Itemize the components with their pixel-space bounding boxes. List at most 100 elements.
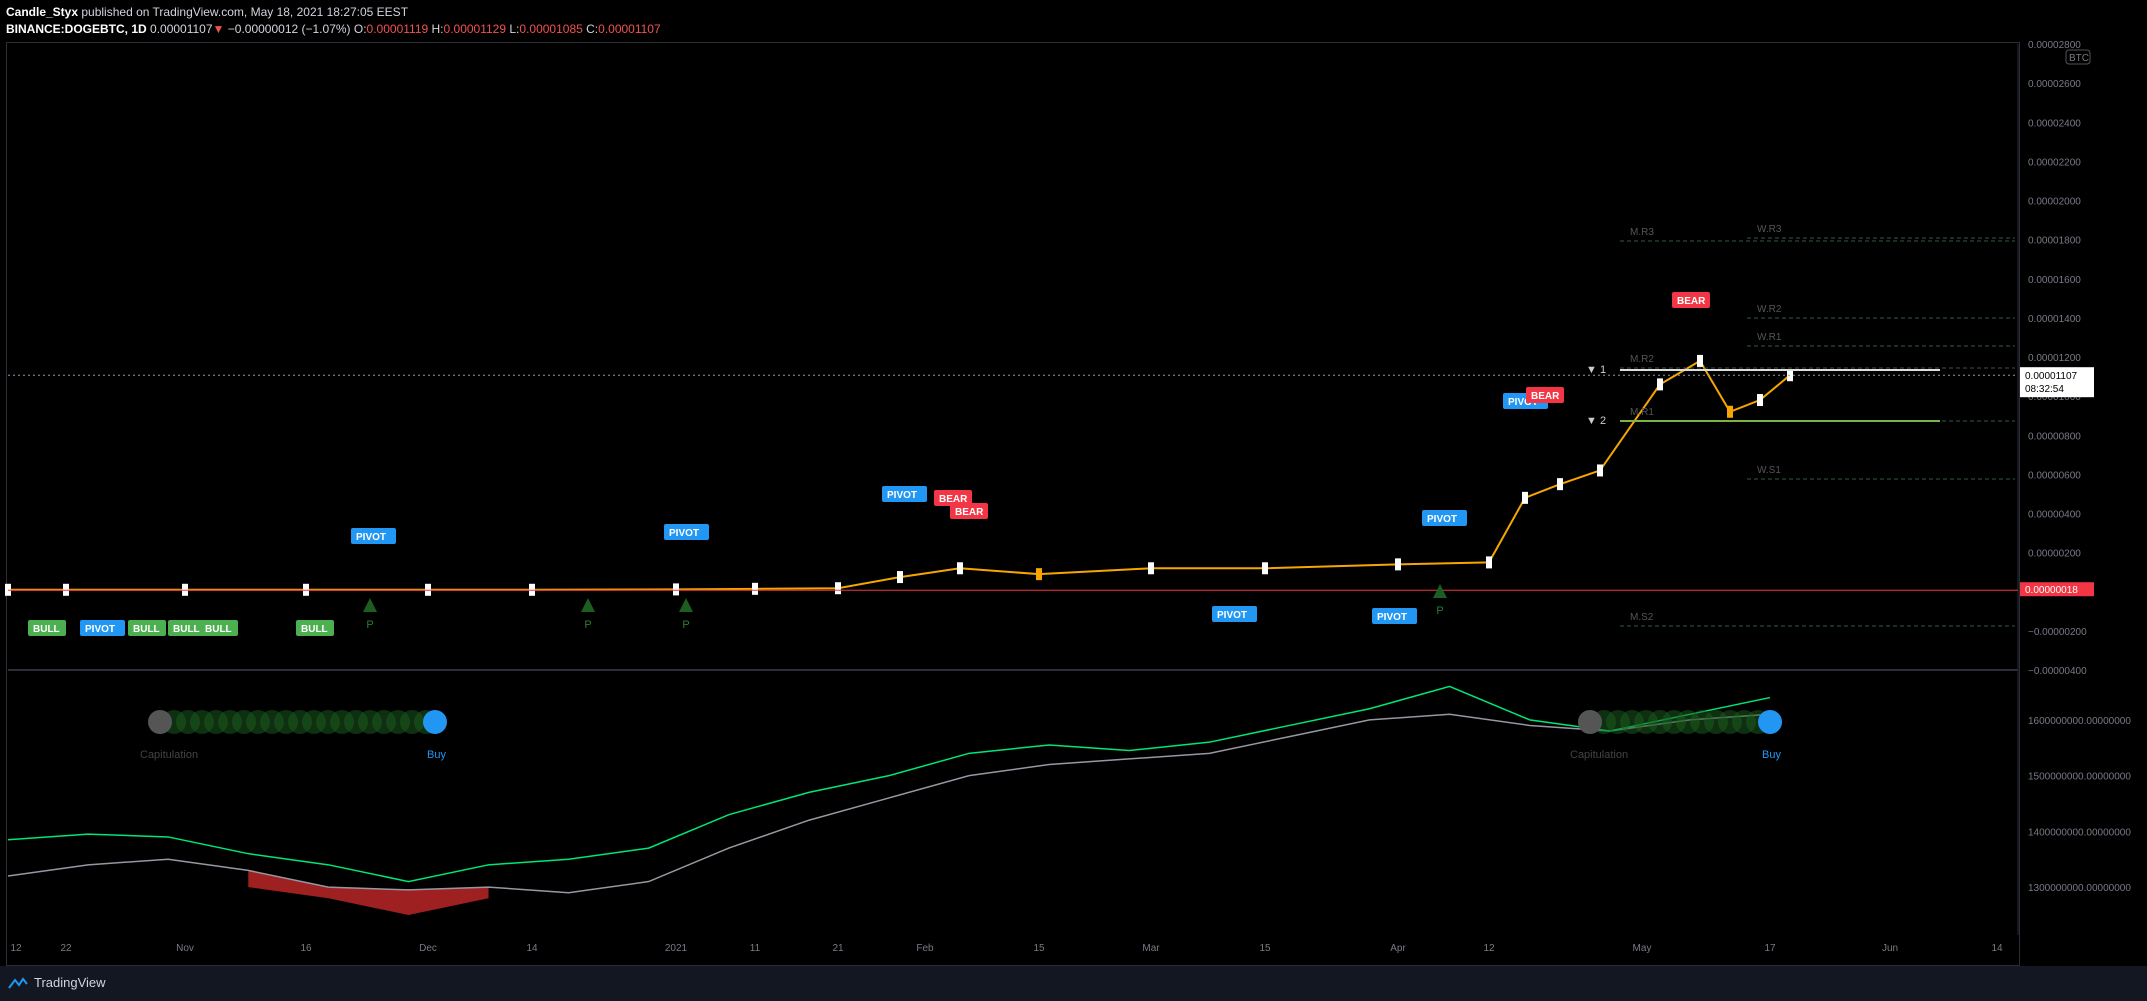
x-tick-label: Apr bbox=[1390, 943, 1406, 954]
up-triangle-icon bbox=[679, 598, 693, 612]
pivot-level-label: W.R2 bbox=[1757, 304, 1782, 315]
x-tick-label: 14 bbox=[1991, 943, 2003, 954]
candle bbox=[1757, 394, 1763, 407]
pivot-signal-box bbox=[1422, 510, 1467, 526]
osc-red-area bbox=[248, 870, 489, 915]
bull-signal: BULL bbox=[128, 620, 166, 636]
bull-signal: BULL bbox=[168, 620, 206, 636]
pivot-signal-box bbox=[1212, 606, 1257, 622]
bear-signal-label: BEAR bbox=[939, 494, 968, 505]
publish-info: published on TradingView.com, May 18, 20… bbox=[78, 5, 409, 19]
chart-header: Candle_Styx published on TradingView.com… bbox=[0, 0, 2147, 40]
y-tick-label: 0.00000400 bbox=[2028, 510, 2081, 521]
p-label: P bbox=[682, 619, 689, 631]
up-triangle-icon bbox=[1433, 584, 1447, 598]
close-label: C: bbox=[586, 22, 599, 36]
bull-signal-label: BULL bbox=[133, 624, 160, 635]
bull-signal-box bbox=[168, 620, 206, 636]
candle bbox=[673, 583, 679, 596]
symbol-label[interactable]: BINANCE:DOGEBTC, 1D bbox=[6, 22, 147, 36]
red-price-box bbox=[2020, 582, 2094, 597]
x-tick-label: 22 bbox=[60, 943, 72, 954]
countdown-label: 08:32:54 bbox=[2025, 384, 2064, 395]
pivot-signal-label: PIVOT bbox=[1377, 612, 1407, 623]
level-marker: ▼ 2 bbox=[1586, 415, 1606, 427]
buy-label: Buy bbox=[427, 749, 446, 761]
level-marker: ▼ 1 bbox=[1586, 364, 1606, 376]
bull-signal-label: BULL bbox=[33, 624, 60, 635]
high-value: 0.00001129 bbox=[443, 22, 507, 36]
pivot-signal-label: PIVOT bbox=[356, 532, 386, 543]
y-tick-label: 0.00002800 bbox=[2028, 40, 2081, 51]
pivot-signal: PIVOT bbox=[80, 620, 125, 636]
candle bbox=[1036, 568, 1042, 581]
close-value: 0.00001107 bbox=[598, 22, 661, 36]
candle bbox=[835, 582, 841, 595]
open-label: O: bbox=[353, 22, 367, 36]
chart-frame bbox=[6, 42, 2020, 966]
candle bbox=[897, 571, 903, 584]
bear-signal-box bbox=[950, 503, 988, 519]
y-tick-label: −0.00000400 bbox=[2028, 666, 2087, 677]
candle bbox=[957, 562, 963, 575]
pivot-level-label: W.S1 bbox=[1757, 465, 1781, 476]
x-tick-label: 14 bbox=[526, 943, 538, 954]
pivot-level-label: M.S2 bbox=[1630, 612, 1654, 623]
tradingview-logo-icon bbox=[8, 976, 28, 989]
x-tick-label: May bbox=[1633, 943, 1652, 954]
y-tick-label: 0.00001400 bbox=[2028, 314, 2081, 325]
y-tick-label: 0.00001000 bbox=[2028, 392, 2081, 403]
candle bbox=[1597, 464, 1603, 477]
tradingview-logo[interactable]: TradingView bbox=[8, 975, 106, 990]
y-tick-label: −0.00000200 bbox=[2028, 627, 2087, 638]
capitulation-circle bbox=[148, 710, 172, 734]
capitulation-label: Capitulation bbox=[1570, 749, 1628, 761]
osc-gray-line bbox=[7, 713, 1771, 894]
bull-signal-label: BULL bbox=[205, 624, 232, 635]
osc-y-tick-label: 1400000000.00000000 bbox=[2028, 827, 2131, 838]
pivot-signal-box bbox=[664, 524, 709, 540]
pivot-level-label: W.R3 bbox=[1757, 224, 1782, 235]
pivot-level-label: M.R2 bbox=[1630, 354, 1654, 365]
candle bbox=[1657, 378, 1663, 391]
buy-circle bbox=[423, 710, 447, 734]
bear-signal-box bbox=[1526, 387, 1564, 403]
osc-y-tick-label: 1600000000.00000000 bbox=[2028, 716, 2131, 727]
pivot-signal: PIVOT bbox=[1212, 606, 1257, 622]
bear-signal: BEAR bbox=[1672, 292, 1710, 308]
x-tick-label: 2021 bbox=[665, 943, 688, 954]
pivot-level-label: M.R1 bbox=[1630, 407, 1654, 418]
candle bbox=[1395, 558, 1401, 571]
up-triangle-icon bbox=[581, 598, 595, 612]
pivot-signal-label: PIVOT bbox=[1427, 514, 1457, 525]
bear-signal-label: BEAR bbox=[1531, 391, 1560, 402]
bear-signal: BEAR bbox=[950, 503, 988, 519]
current-price-label: 0.00001107 bbox=[2025, 371, 2078, 382]
last-price: 0.00001107 bbox=[150, 22, 213, 36]
x-tick-label: 15 bbox=[1259, 943, 1271, 954]
candle bbox=[1148, 562, 1154, 575]
y-tick-label: 0.00002600 bbox=[2028, 79, 2081, 90]
bull-signal: BULL bbox=[200, 620, 238, 636]
y-tick-label: 0.00000800 bbox=[2028, 431, 2081, 442]
candle bbox=[1522, 491, 1528, 504]
red-price-label: 0.00000018 bbox=[2025, 585, 2078, 596]
ohlc-line: BINANCE:DOGEBTC, 1D 0.00001107▼ −0.00000… bbox=[6, 22, 661, 36]
publish-line: Candle_Styx published on TradingView.com… bbox=[6, 5, 408, 19]
x-tick-label: Nov bbox=[176, 943, 194, 954]
x-tick-label: Mar bbox=[1142, 943, 1160, 954]
x-tick-label: 12 bbox=[10, 943, 22, 954]
x-tick-label: 16 bbox=[300, 943, 312, 954]
change-arrow-icon: ▼ bbox=[212, 22, 225, 36]
bull-signal: BULL bbox=[28, 620, 66, 636]
pivot-signal: PIVOT bbox=[882, 486, 927, 502]
pivot-signal-label: PIVOT bbox=[1508, 397, 1538, 408]
capitulation-circle bbox=[1578, 710, 1602, 734]
y-tick-label: 0.00002200 bbox=[2028, 157, 2081, 168]
p-label: P bbox=[1436, 605, 1443, 617]
low-value: 0.00001085 bbox=[519, 22, 583, 36]
pivot-signal-label: PIVOT bbox=[887, 490, 917, 501]
chart-canvas[interactable]: 0.00002800 0.00002600 0.00002400 0.00002200… bbox=[0, 0, 2147, 966]
capitulation-label: Capitulation bbox=[140, 749, 198, 761]
author-name[interactable]: Candle_Styx bbox=[6, 5, 79, 19]
